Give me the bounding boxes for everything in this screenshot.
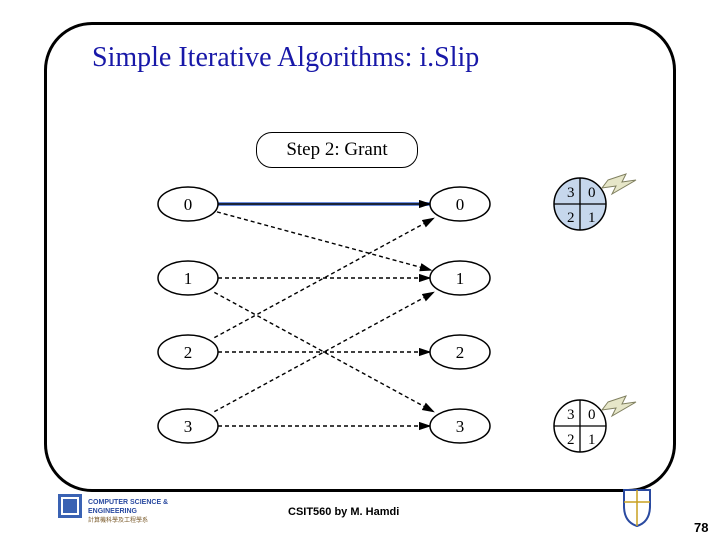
svg-text:1: 1 (588, 210, 596, 226)
svg-text:0: 0 (456, 195, 465, 214)
svg-text:0: 0 (588, 407, 596, 423)
svg-text:2: 2 (567, 210, 575, 226)
diagram-svg: 01230123 30213021 (90, 172, 660, 484)
slide-title: Simple Iterative Algorithms: i.Slip (92, 42, 479, 74)
svg-text:計算機科學及工程學系: 計算機科學及工程學系 (88, 516, 148, 524)
svg-text:3: 3 (567, 407, 575, 423)
callout-arrow-1 (602, 396, 636, 416)
svg-text:1: 1 (588, 432, 596, 448)
shield-logo-right (620, 488, 654, 528)
step-label-box: Step 2: Grant (256, 132, 418, 168)
callout-arrow-0 (602, 174, 636, 194)
page-number: 78 (694, 520, 708, 535)
svg-text:1: 1 (456, 269, 465, 288)
step-label: Step 2: Grant (286, 139, 387, 160)
svg-text:0: 0 (588, 185, 596, 201)
svg-text:COMPUTER SCIENCE &: COMPUTER SCIENCE & (88, 499, 168, 506)
svg-text:2: 2 (456, 343, 465, 362)
dept-logo-left: COMPUTER SCIENCE & ENGINEERING 計算機科學及工程學… (58, 492, 218, 526)
svg-text:ENGINEERING: ENGINEERING (88, 508, 138, 515)
svg-text:1: 1 (184, 269, 193, 288)
svg-text:2: 2 (567, 432, 575, 448)
svg-text:3: 3 (184, 417, 193, 436)
svg-text:2: 2 (184, 343, 193, 362)
svg-text:3: 3 (567, 185, 575, 201)
footer-text: CSIT560 by M. Hamdi (288, 506, 399, 518)
svg-text:3: 3 (456, 417, 465, 436)
svg-text:0: 0 (184, 195, 193, 214)
